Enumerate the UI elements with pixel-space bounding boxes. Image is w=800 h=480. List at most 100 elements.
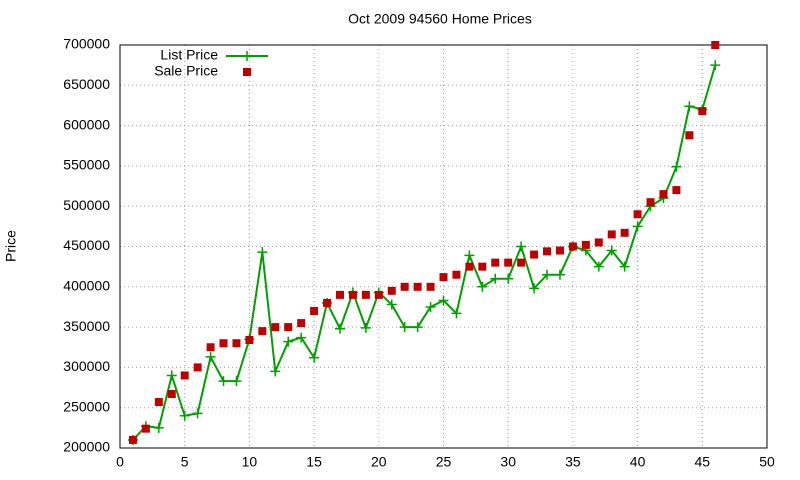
chart-title: Oct 2009 94560 Home Prices	[348, 11, 532, 27]
x-tick-label: 40	[630, 454, 646, 470]
point-marker	[425, 301, 436, 312]
point-marker	[555, 246, 564, 255]
x-tick-label: 25	[436, 454, 452, 470]
point-marker	[581, 240, 590, 249]
point-marker	[323, 298, 332, 307]
point-marker	[348, 290, 357, 299]
point-marker	[477, 281, 488, 292]
point-marker	[271, 323, 280, 332]
point-marker	[243, 68, 251, 76]
point-marker	[412, 322, 423, 333]
point-marker	[258, 327, 267, 336]
point-marker	[205, 351, 216, 362]
point-marker	[309, 352, 320, 363]
point-marker	[659, 190, 668, 199]
point-marker	[529, 283, 540, 294]
series-line	[132, 64, 717, 441]
point-marker	[192, 408, 203, 419]
x-tick-label: 50	[759, 454, 775, 470]
point-marker	[360, 322, 371, 333]
y-tick-label: 350000	[63, 318, 110, 334]
point-marker	[632, 221, 643, 232]
point-marker	[374, 290, 383, 299]
point-marker	[568, 242, 577, 251]
point-marker	[478, 262, 487, 271]
legend-label: Sale Price	[154, 63, 218, 79]
legend-label: List Price	[160, 47, 218, 63]
point-marker	[206, 343, 215, 352]
point-marker	[671, 161, 682, 172]
y-tick-label: 300000	[63, 358, 110, 374]
point-marker	[685, 131, 694, 140]
point-marker	[219, 339, 228, 348]
point-marker	[154, 398, 163, 407]
y-tick-label: 450000	[63, 237, 110, 253]
point-marker	[465, 262, 474, 271]
y-tick-label: 500000	[63, 197, 110, 213]
point-marker	[335, 290, 344, 299]
point-marker	[530, 250, 539, 259]
point-marker	[698, 107, 707, 116]
point-marker	[491, 258, 500, 267]
x-tick-label: 35	[565, 454, 581, 470]
x-tick-label: 10	[242, 454, 258, 470]
point-marker	[619, 261, 630, 272]
point-marker	[504, 258, 513, 267]
point-marker	[426, 282, 435, 291]
y-tick-label: 200000	[63, 439, 110, 455]
point-marker	[620, 228, 629, 237]
y-tick-label: 550000	[63, 157, 110, 173]
point-marker	[594, 238, 603, 247]
plot-frame	[119, 44, 768, 449]
point-marker	[400, 282, 409, 291]
point-marker	[684, 101, 695, 112]
point-marker	[542, 269, 553, 280]
point-marker	[167, 389, 176, 398]
point-marker	[128, 435, 137, 444]
x-tick-label: 5	[181, 454, 189, 470]
y-axis-label: Price	[3, 230, 19, 262]
point-marker	[297, 319, 306, 328]
y-tick-label: 650000	[63, 76, 110, 92]
point-marker	[193, 363, 202, 372]
point-marker	[711, 41, 720, 49]
point-marker	[257, 247, 268, 258]
point-marker	[593, 261, 604, 272]
point-marker	[490, 273, 501, 284]
point-marker	[153, 422, 164, 433]
point-marker	[451, 308, 462, 319]
point-marker	[283, 336, 294, 347]
point-marker	[554, 269, 565, 280]
x-tick-label: 45	[695, 454, 711, 470]
point-marker	[310, 306, 319, 315]
point-marker	[284, 323, 293, 332]
point-marker	[543, 247, 552, 256]
point-marker	[218, 376, 229, 387]
point-marker	[166, 370, 177, 381]
point-marker	[361, 290, 370, 299]
x-tick-label: 30	[500, 454, 516, 470]
point-marker	[607, 230, 616, 239]
point-marker	[231, 376, 242, 387]
y-tick-label: 400000	[63, 278, 110, 294]
point-marker	[296, 332, 307, 343]
point-marker	[334, 323, 345, 334]
point-marker	[606, 245, 617, 256]
y-tick-label: 600000	[63, 116, 110, 132]
point-marker	[399, 322, 410, 333]
point-marker	[386, 299, 397, 310]
y-tick-label: 250000	[63, 398, 110, 414]
point-marker	[242, 51, 252, 61]
point-marker	[516, 241, 527, 252]
point-marker	[710, 60, 721, 71]
x-tick-label: 15	[306, 454, 322, 470]
point-marker	[413, 282, 422, 291]
point-marker	[387, 286, 396, 295]
point-marker	[438, 295, 449, 306]
point-marker	[646, 198, 655, 207]
point-marker	[452, 270, 461, 279]
point-marker	[672, 186, 681, 195]
point-marker	[245, 335, 254, 344]
point-marker	[633, 210, 642, 219]
